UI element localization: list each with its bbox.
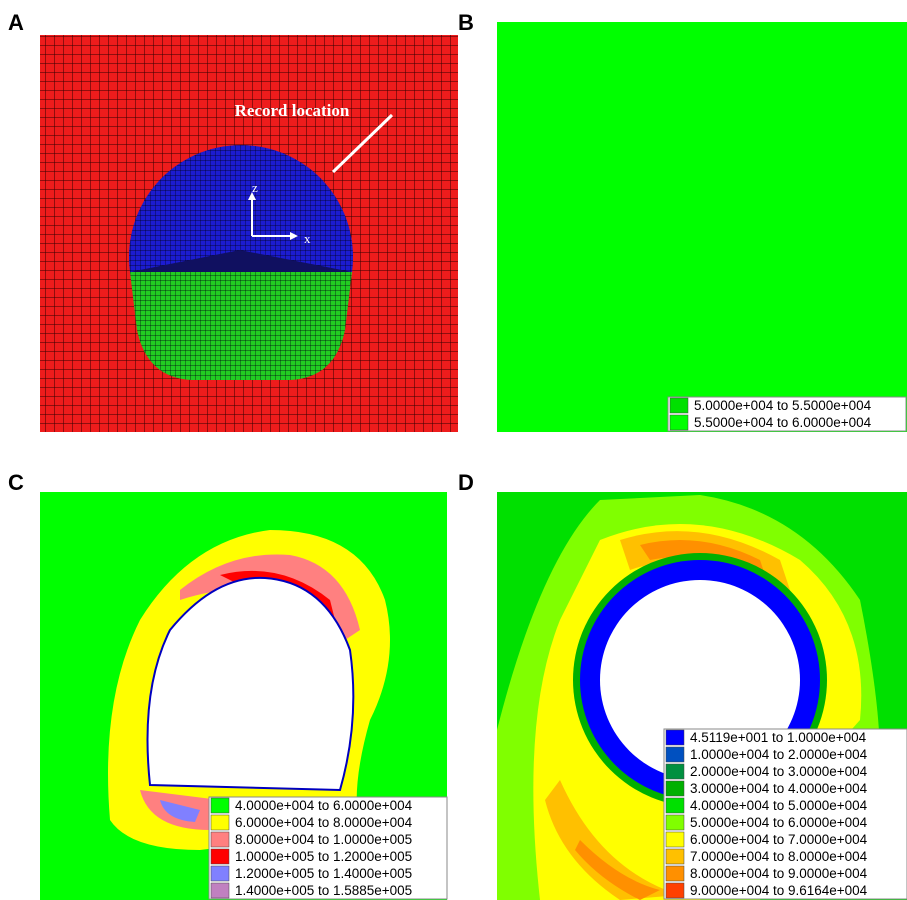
legend-label: 4.0000e+004 to 6.0000e+004 — [235, 798, 413, 813]
legend-label: 1.0000e+005 to 1.2000e+005 — [235, 849, 412, 864]
legend-swatch — [670, 398, 688, 413]
legend-swatch — [211, 849, 229, 864]
panel-label: B — [458, 10, 474, 35]
legend-swatch — [666, 866, 684, 881]
legend-label: 3.0000e+004 to 4.0000e+004 — [690, 781, 868, 796]
panel-label: A — [8, 10, 24, 35]
legend-label: 4.0000e+004 to 5.0000e+004 — [690, 798, 868, 813]
annotation: Record location — [235, 101, 350, 120]
legend-swatch — [666, 781, 684, 796]
panel-a: A Record location z x — [8, 10, 458, 432]
legend-swatch — [666, 832, 684, 847]
legend-label: 6.0000e+004 to 8.0000e+004 — [235, 815, 413, 830]
legend-label: 1.2000e+005 to 1.4000e+005 — [235, 866, 412, 881]
legend-swatch — [666, 764, 684, 779]
legend-swatch — [666, 747, 684, 762]
legend-label: 9.0000e+004 to 9.6164e+004 — [690, 883, 868, 898]
legend-label: 5.5000e+004 to 6.0000e+004 — [694, 415, 872, 430]
legend-swatch — [211, 883, 229, 898]
legend-swatch — [666, 730, 684, 745]
legend-swatch — [666, 849, 684, 864]
panel-label: C — [8, 470, 24, 495]
panel-label: D — [458, 470, 474, 495]
legend-label: 4.5119e+001 to 1.0000e+004 — [690, 730, 867, 745]
legend-label: 8.0000e+004 to 1.0000e+005 — [235, 832, 412, 847]
legend-swatch — [666, 815, 684, 830]
legend-swatch — [211, 832, 229, 847]
legend-label: 2.0000e+004 to 3.0000e+004 — [690, 764, 868, 779]
panel-b: B — [458, 10, 907, 432]
legend-swatch — [666, 798, 684, 813]
legend-label: 1.0000e+004 to 2.0000e+004 — [690, 747, 868, 762]
legend-label: 5.0000e+004 to 6.0000e+004 — [690, 815, 868, 830]
legend-label: 8.0000e+004 to 9.0000e+004 — [690, 866, 868, 881]
legend-label: 6.0000e+004 to 7.0000e+004 — [690, 832, 868, 847]
legend-swatch — [211, 815, 229, 830]
legend-label: 7.0000e+004 to 8.0000e+004 — [690, 849, 868, 864]
axis-label: x — [304, 231, 311, 246]
legend-swatch — [666, 883, 684, 898]
legend-swatch — [670, 415, 688, 430]
legend-swatch — [211, 866, 229, 881]
legend-label: 5.0000e+004 to 5.5000e+004 — [694, 398, 872, 413]
legend-swatch — [211, 798, 229, 813]
figure: A Record location z x B C D — [0, 0, 907, 900]
axis-label: z — [252, 180, 258, 195]
legend-label: 1.4000e+005 to 1.5885e+005 — [235, 883, 412, 898]
